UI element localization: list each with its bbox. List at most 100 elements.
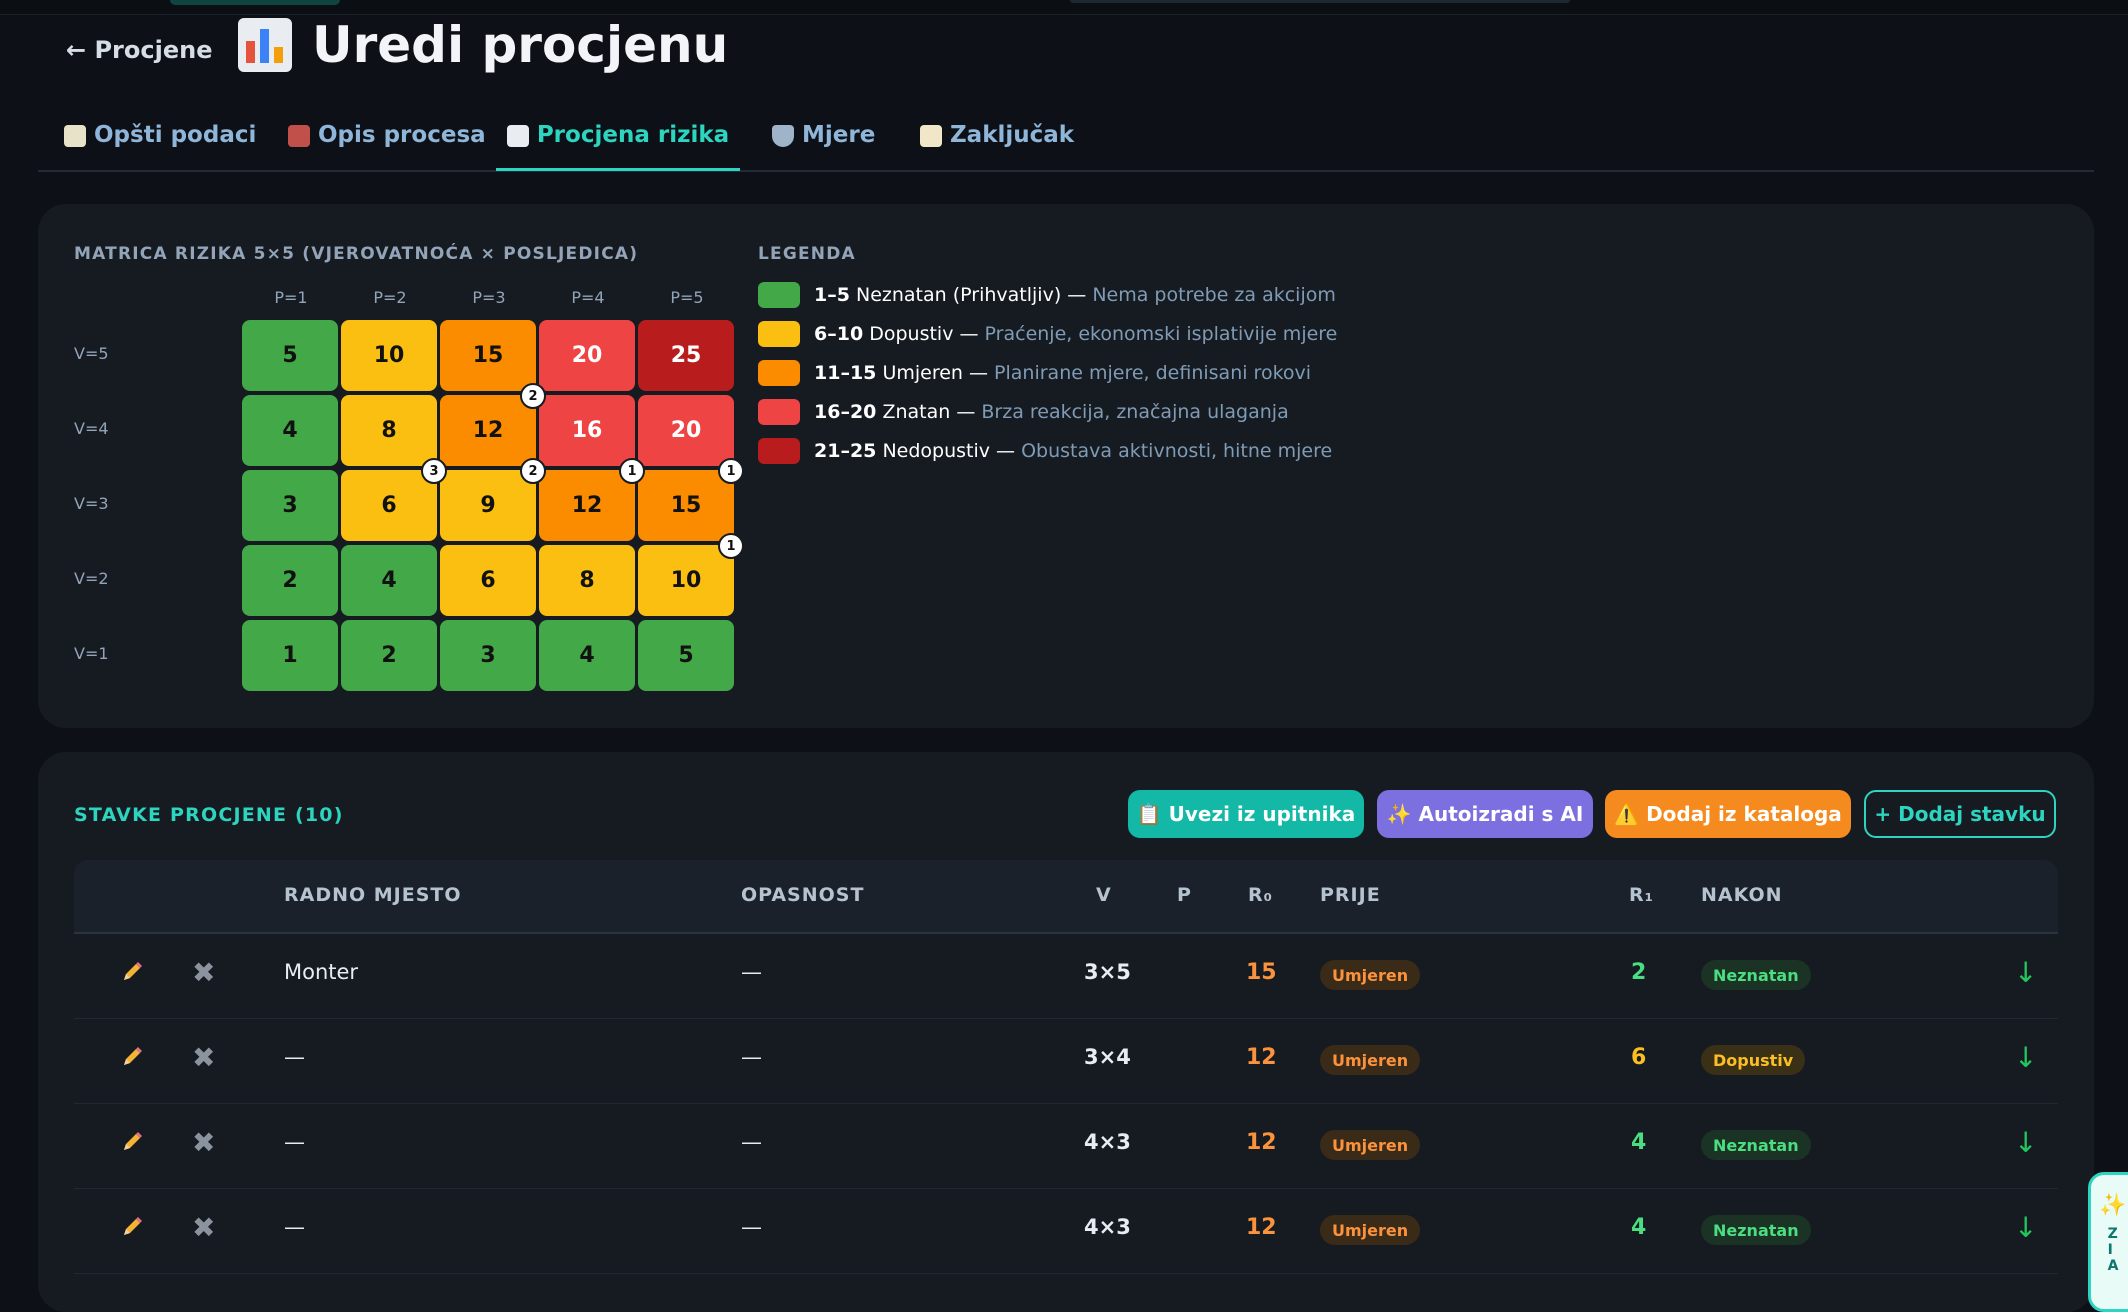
- cell-vp: 3×4: [1084, 1045, 1131, 1069]
- legend-item: 6–10 Dopustiv — Praćenje, ekonomski ispl…: [758, 319, 1337, 349]
- import-questionnaire-button[interactable]: 📋 Uvezi iz upitnika: [1128, 790, 1364, 838]
- matrix-col-header: P=2: [373, 288, 407, 307]
- col-r0[interactable]: R₀: [1248, 884, 1273, 906]
- cell-vp: 3×5: [1084, 960, 1131, 984]
- matrix-cell[interactable]: 25: [638, 320, 734, 391]
- legend-range: 21–25: [814, 440, 877, 462]
- tab-label: Opis procesa: [318, 122, 486, 148]
- matrix-cell[interactable]: 8: [341, 395, 437, 466]
- legend-range: 11–15: [814, 362, 877, 384]
- pencil-icon[interactable]: [120, 1215, 144, 1239]
- items-title: STAVKE PROCJENE (10): [74, 804, 344, 826]
- col-r1[interactable]: R₁: [1629, 884, 1654, 906]
- matrix-cell[interactable]: 8: [539, 545, 635, 616]
- matrix-cell[interactable]: 3: [440, 620, 536, 691]
- memo-icon: [920, 125, 942, 147]
- tab-label: Opšti podaci: [94, 122, 257, 148]
- matrix-cell[interactable]: 12: [539, 470, 635, 541]
- tab-process[interactable]: Opis procesa: [288, 122, 486, 168]
- matrix-cell[interactable]: 16: [539, 395, 635, 466]
- col-before[interactable]: PRIJE: [1320, 884, 1381, 906]
- arrow-down-icon: ↓: [2014, 1041, 2038, 1074]
- matrix-cell[interactable]: 9: [440, 470, 536, 541]
- before-level-badge: Umjeren: [1320, 1215, 1421, 1245]
- legend-item: 16–20 Znatan — Brza reakcija, značajna u…: [758, 397, 1289, 427]
- cell-r0: 15: [1246, 960, 1277, 985]
- table-row[interactable]: ✖ — — 4×3 12 Umjeren 4 Neznatan ↓: [74, 1189, 2058, 1274]
- delete-icon[interactable]: ✖: [192, 956, 216, 989]
- cell-r0: 12: [1246, 1045, 1277, 1070]
- cell-workplace: —: [284, 1045, 305, 1069]
- tab-measures[interactable]: Mjere: [772, 122, 875, 168]
- pencil-icon[interactable]: [120, 1045, 144, 1069]
- table-row[interactable]: ✖ — — 4×3 12 Umjeren 4 Neznatan ↓: [74, 1104, 2058, 1189]
- matrix-cell[interactable]: 10: [341, 320, 437, 391]
- matrix-cell[interactable]: 4: [539, 620, 635, 691]
- pencil-icon[interactable]: [120, 960, 144, 984]
- arrow-down-icon: ↓: [2014, 1211, 2038, 1244]
- col-hazard[interactable]: OPASNOST: [741, 884, 865, 906]
- ai-generate-button[interactable]: ✨ Autoizradi s AI: [1377, 790, 1593, 838]
- legend-text: 16–20 Znatan — Brza reakcija, značajna u…: [814, 401, 1289, 423]
- matrix-col-header: P=4: [571, 288, 605, 307]
- legend-text: 1–5 Neznatan (Prihvatljiv) — Nema potreb…: [814, 284, 1336, 306]
- matrix-cell[interactable]: 4: [242, 395, 338, 466]
- top-accent: [170, 0, 340, 5]
- cell-hazard: —: [741, 1130, 762, 1154]
- matrix-cell[interactable]: 5: [242, 320, 338, 391]
- cell-r1: 4: [1631, 1130, 1647, 1155]
- after-level-badge: Neznatan: [1701, 1130, 1811, 1160]
- tab-conclusion[interactable]: Zaključak: [920, 122, 1074, 168]
- after-level-badge: Dopustiv: [1701, 1045, 1806, 1075]
- delete-icon[interactable]: ✖: [192, 1126, 216, 1159]
- matrix-cell[interactable]: 12: [440, 395, 536, 466]
- pencil-icon[interactable]: [120, 1130, 144, 1154]
- tab-label: Zaključak: [950, 122, 1075, 148]
- arrow-down-icon: ↓: [2014, 1126, 2038, 1159]
- col-workplace[interactable]: RADNO MJESTO: [284, 884, 462, 906]
- matrix-cell[interactable]: 5: [638, 620, 734, 691]
- col-v[interactable]: V: [1096, 884, 1112, 906]
- matrix-cell[interactable]: 3: [242, 470, 338, 541]
- tab-general[interactable]: Opšti podaci: [64, 122, 256, 168]
- matrix-count-badge: 2: [520, 383, 546, 409]
- matrix-cell[interactable]: 15: [638, 470, 734, 541]
- matrix-cell[interactable]: 20: [638, 395, 734, 466]
- tab-label: Mjere: [802, 122, 876, 148]
- legend-name: Nedopustiv —: [882, 440, 1016, 462]
- matrix-cell[interactable]: 4: [341, 545, 437, 616]
- page-header: Uredi procjenu: [238, 16, 728, 74]
- before-level-badge: Umjeren: [1320, 960, 1421, 990]
- legend-range: 1–5: [814, 284, 850, 306]
- add-item-button[interactable]: + Dodaj stavku: [1864, 790, 2056, 838]
- matrix-cell[interactable]: 6: [341, 470, 437, 541]
- cell-hazard: —: [741, 1215, 762, 1239]
- legend-name: Dopustiv —: [869, 323, 979, 345]
- table-row[interactable]: ✖ Monter — 3×5 15 Umjeren 2 Neznatan ↓: [74, 934, 2058, 1019]
- table-row[interactable]: ✖ — — 3×4 12 Umjeren 6 Dopustiv ↓: [74, 1019, 2058, 1104]
- matrix-row-header: V=1: [74, 644, 109, 663]
- col-after[interactable]: NAKON: [1701, 884, 1783, 906]
- matrix-cell[interactable]: 10: [638, 545, 734, 616]
- top-scroll-hint: [1070, 0, 1570, 3]
- col-p[interactable]: P: [1177, 884, 1192, 906]
- bar-chart-icon: [506, 125, 529, 147]
- matrix-cell[interactable]: 6: [440, 545, 536, 616]
- matrix-cell[interactable]: 20: [539, 320, 635, 391]
- tab-risk-assessment[interactable]: Procjena rizika: [496, 122, 740, 171]
- sparkles-icon: ✨: [2099, 1193, 2127, 1218]
- legend-text: 11–15 Umjeren — Planirane mjere, definis…: [814, 362, 1311, 384]
- matrix-cell[interactable]: 2: [242, 545, 338, 616]
- matrix-cell[interactable]: 2: [341, 620, 437, 691]
- add-from-catalog-button[interactable]: ⚠️ Dodaj iz kataloga: [1605, 790, 1851, 838]
- back-link[interactable]: ← Procjene: [66, 36, 213, 64]
- delete-icon[interactable]: ✖: [192, 1041, 216, 1074]
- legend-title: LEGENDA: [758, 244, 856, 264]
- legend-desc: Planirane mjere, definisani rokovi: [994, 362, 1312, 384]
- matrix-cell[interactable]: 1: [242, 620, 338, 691]
- delete-icon[interactable]: ✖: [192, 1211, 216, 1244]
- table-header: RADNO MJESTO OPASNOST V P R₀ PRIJE R₁ NA…: [74, 860, 2058, 934]
- cell-hazard: —: [741, 1045, 762, 1069]
- matrix-cell[interactable]: 15: [440, 320, 536, 391]
